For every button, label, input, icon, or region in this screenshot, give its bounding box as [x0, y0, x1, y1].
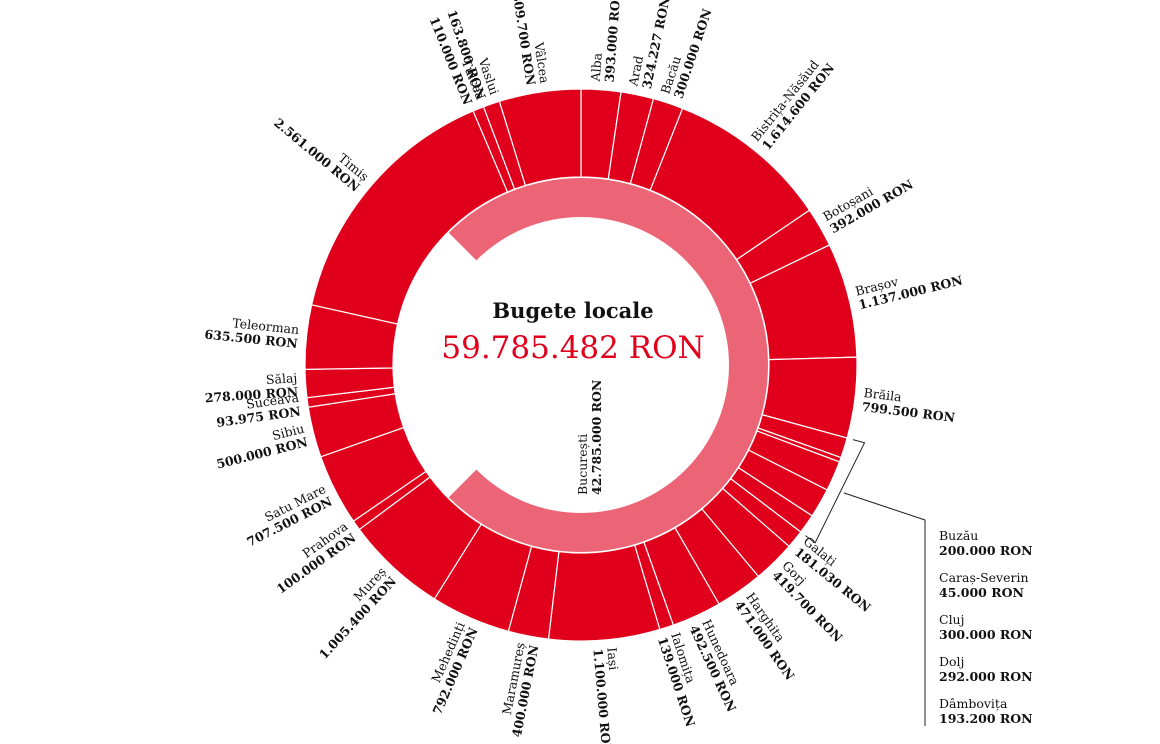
chart-center: Bugete locale 59.785.482 RON: [441, 298, 704, 366]
legend-name: Dâmbovița: [939, 696, 1008, 711]
legend-value: 292.000 RON: [939, 669, 1033, 684]
slice-name: Suceava: [245, 390, 300, 412]
legend-value: 45.000 RON: [939, 585, 1024, 600]
legend-name: Dolj: [939, 654, 964, 669]
legend-value: 300.000 RON: [939, 627, 1033, 642]
slice-name: Vâlcea: [531, 40, 552, 84]
slice-value: 300.000 RON: [671, 7, 715, 101]
slice-name: Sălaj: [265, 370, 297, 387]
slice-name: București: [575, 434, 590, 495]
slice-value: 278.000 RON: [204, 384, 298, 405]
legend-name: Buzău: [939, 528, 978, 543]
chart-title: Bugete locale: [492, 298, 653, 323]
slice-valcea: [498, 88, 582, 187]
legend-leader-line: [843, 492, 926, 726]
legend-value: 193.200 RON: [939, 711, 1033, 726]
total-value: 59.785.482 RON: [441, 330, 704, 366]
slice-name: Alba: [588, 52, 605, 83]
slice-label-bucuresti: București 42.785.000 RON: [575, 380, 604, 495]
slice-value: 799.500 RON: [861, 399, 956, 425]
inner-ring: [448, 177, 769, 552]
legend-value: 200.000 RON: [939, 543, 1033, 558]
legend-name: Cluj: [939, 612, 965, 627]
slice-bucuresti: [448, 177, 769, 552]
legend-bracket: [805, 439, 866, 544]
legend-name: Caraș-Severin: [939, 570, 1029, 585]
slice-name: Teleorman: [232, 315, 300, 337]
slice-name: Arad: [625, 54, 646, 88]
slice-name: Iași: [604, 647, 621, 671]
slice-value: 393.000 RON: [602, 0, 624, 83]
outer-ring: [304, 88, 858, 642]
slice-name: Brăila: [863, 385, 903, 405]
slice-value: 500.000 RON: [215, 434, 309, 471]
slice-value: 42.785.000 RON: [589, 380, 604, 495]
